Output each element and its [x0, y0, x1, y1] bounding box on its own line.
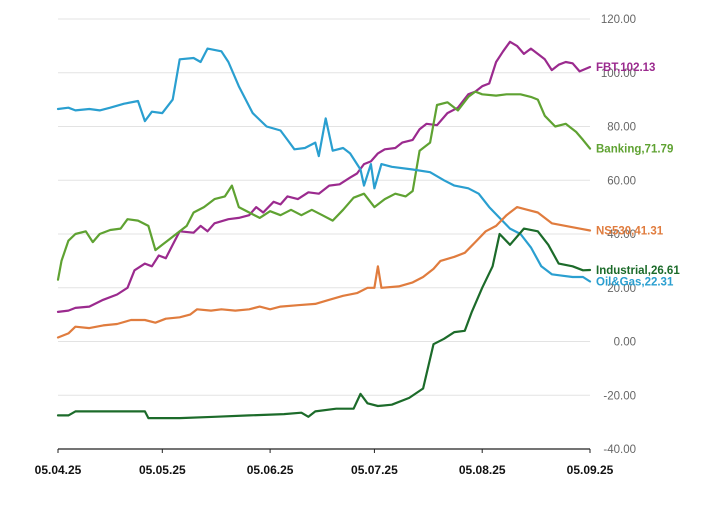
y-tick-label: 0.00 [614, 337, 636, 349]
x-tick-label: 05.05.25 [139, 463, 186, 477]
x-tick-label: 05.08.25 [459, 463, 506, 477]
gridlines [58, 18, 590, 396]
y-axis-tick-labels: -40.00 -20.00 0.00 20.00 40.00 60.00 80.00 100.… [601, 14, 636, 456]
series-line-industrial [56, 227, 592, 420]
y-tick-label: 40.00 [607, 229, 636, 241]
x-tick-label: 05.09.25 [567, 463, 614, 477]
y-tick-label: 100.00 [601, 68, 636, 80]
x-tick-label: 05.06.25 [247, 463, 294, 477]
series-line-fbt [56, 40, 592, 313]
series-label-fbt: FBT,102.13 [596, 62, 655, 74]
y-tick-label: 120.00 [601, 14, 636, 26]
series-line-ns530 [56, 206, 592, 339]
x-tick-label: 05.07.25 [351, 463, 398, 477]
series-label-banking: Banking,71.79 [596, 144, 673, 156]
y-tick-label: 20.00 [607, 283, 636, 295]
y-tick-label: -40.00 [603, 444, 636, 456]
series-label-oil-gas: Oil&Gas,22.31 [596, 277, 674, 289]
series-lines [56, 40, 592, 420]
series-label-industrial: Industrial,26.61 [596, 265, 680, 277]
y-tick-label: 60.00 [607, 175, 636, 187]
series-end-labels: FBT,102.13 Banking,71.79 Oil&Gas,22.31 NS53… [596, 62, 680, 289]
x-tick-label: 05.04.25 [35, 463, 82, 477]
series-line-banking [56, 90, 592, 281]
y-tick-label: -20.00 [603, 390, 636, 402]
x-axis: 05.04.25 05.05.25 05.06.25 05.07.25 05.08.25… [35, 448, 614, 477]
series-label-ns530: NS530,41.31 [596, 225, 664, 237]
series-line-oil-gas [56, 47, 592, 283]
y-tick-label: 80.00 [607, 122, 636, 134]
